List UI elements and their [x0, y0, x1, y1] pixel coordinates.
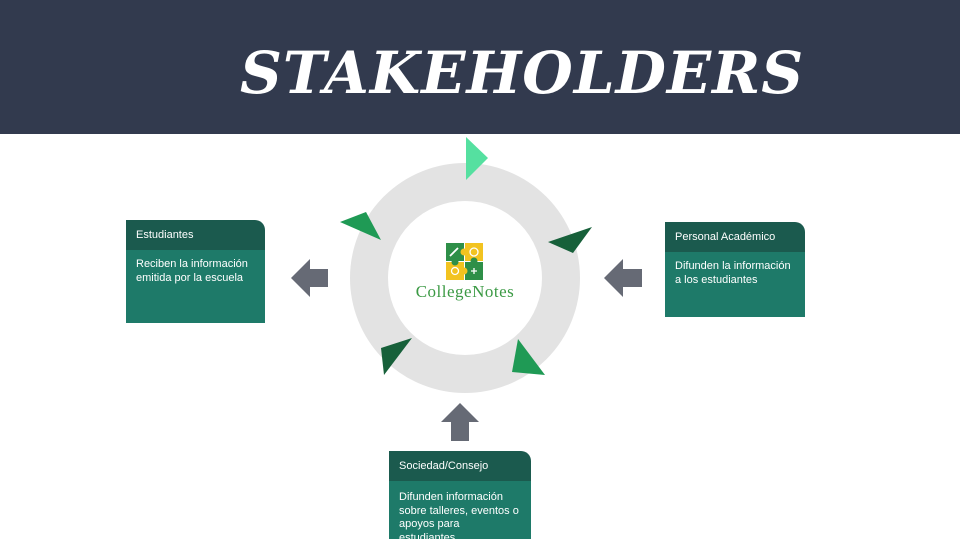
description-line: Reciben la información	[136, 258, 248, 270]
cycle-ring	[350, 163, 580, 393]
arrow-up-from-sociedad	[441, 403, 479, 441]
description-line: apoyos para estudiantes.	[399, 518, 460, 544]
cycle-marker-bottom-left	[381, 338, 412, 375]
stakeholder-title: Sociedad/Consejo	[389, 451, 531, 481]
stakeholder-card-personal: Personal Académico Difunden la informaci…	[665, 222, 805, 317]
description-line: Difunden la información	[675, 260, 791, 272]
description-line: emitida por la escuela	[136, 271, 244, 284]
stakeholder-description: Difunden la información a los estudiante…	[665, 252, 805, 317]
stakeholder-card-sociedad: Sociedad/Consejo Difunden información so…	[389, 451, 531, 544]
puzzle-logo-icon	[446, 243, 483, 280]
stakeholder-title: Estudiantes	[126, 220, 265, 250]
stakeholder-description: Difunden información sobre talleres, eve…	[389, 481, 531, 544]
cycle-marker-bottom-right	[512, 339, 545, 375]
stakeholder-title: Personal Académico	[665, 222, 805, 252]
stakeholder-description: Reciben la información emitida por la es…	[126, 250, 265, 323]
description-line: Difunden información	[399, 491, 503, 503]
cycle-marker-top	[466, 137, 488, 180]
arrow-left-from-personal	[604, 259, 642, 297]
cycle-marker-right	[548, 227, 592, 253]
title-banner	[0, 0, 960, 134]
cycle-marker-left	[340, 212, 381, 240]
stakeholder-card-estudiantes: Estudiantes Reciben la información emiti…	[126, 220, 265, 323]
description-line: sobre talleres, eventos o	[399, 504, 519, 517]
brand-wordmark: CollegeNotes	[415, 282, 515, 301]
arrow-left-to-estudiantes	[291, 259, 328, 297]
description-line: a los estudiantes	[675, 273, 758, 286]
